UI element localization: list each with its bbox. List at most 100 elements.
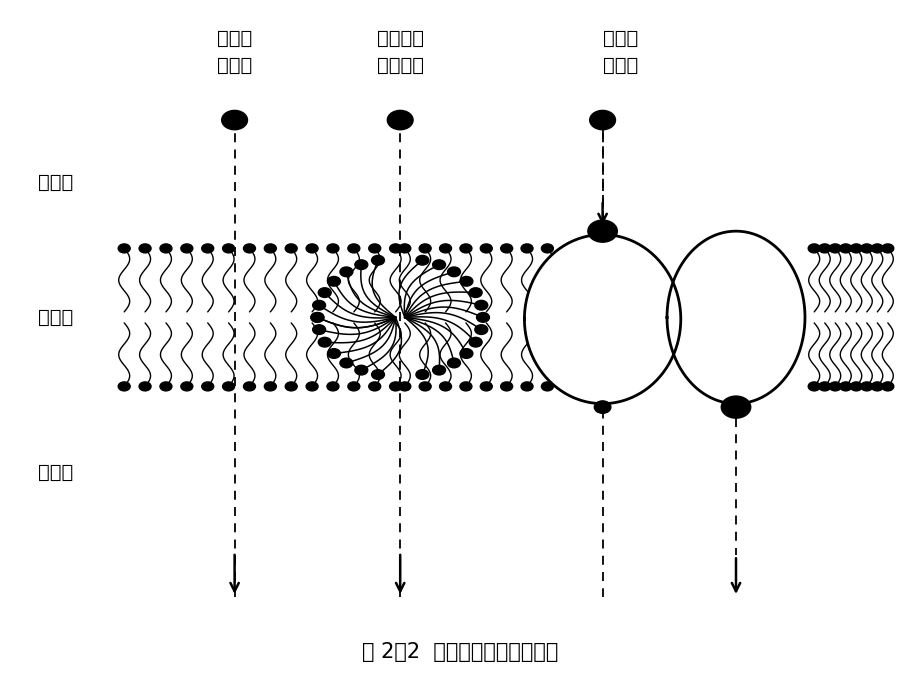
Circle shape xyxy=(222,382,234,391)
Circle shape xyxy=(264,382,276,391)
Circle shape xyxy=(118,382,130,391)
Circle shape xyxy=(439,244,451,253)
Circle shape xyxy=(285,244,297,253)
Circle shape xyxy=(587,220,617,242)
Text: 通过载: 通过载 xyxy=(603,28,638,48)
Circle shape xyxy=(589,110,615,130)
Circle shape xyxy=(201,382,213,391)
Polygon shape xyxy=(666,231,804,404)
Circle shape xyxy=(870,382,882,391)
Circle shape xyxy=(327,277,340,286)
Text: 细胞内: 细胞内 xyxy=(38,463,73,482)
Circle shape xyxy=(306,244,318,253)
Circle shape xyxy=(340,358,353,368)
Circle shape xyxy=(419,244,431,253)
Text: 信道扩散: 信道扩散 xyxy=(376,56,424,75)
Text: 图 2－2  药物通过细胞膜的方式: 图 2－2 药物通过细胞膜的方式 xyxy=(361,642,558,662)
Circle shape xyxy=(807,382,820,391)
Circle shape xyxy=(447,267,460,277)
Circle shape xyxy=(312,325,325,335)
Circle shape xyxy=(387,110,413,130)
Circle shape xyxy=(326,244,338,253)
Circle shape xyxy=(720,396,750,418)
Circle shape xyxy=(460,277,472,286)
Circle shape xyxy=(318,337,331,347)
Circle shape xyxy=(139,244,151,253)
Circle shape xyxy=(222,244,234,253)
Circle shape xyxy=(447,358,460,368)
Text: 细胞外: 细胞外 xyxy=(38,173,73,193)
Circle shape xyxy=(828,244,840,253)
Circle shape xyxy=(540,244,553,253)
Circle shape xyxy=(318,288,331,297)
Circle shape xyxy=(390,382,402,391)
Circle shape xyxy=(369,244,380,253)
Circle shape xyxy=(849,244,861,253)
Circle shape xyxy=(347,244,359,253)
Circle shape xyxy=(469,288,482,297)
Circle shape xyxy=(474,325,487,335)
Circle shape xyxy=(839,244,851,253)
Circle shape xyxy=(807,244,820,253)
Text: 通过水性: 通过水性 xyxy=(376,28,424,48)
Circle shape xyxy=(369,382,380,391)
Text: 通过脂: 通过脂 xyxy=(217,28,252,48)
Circle shape xyxy=(860,382,872,391)
Circle shape xyxy=(460,382,471,391)
Circle shape xyxy=(326,382,338,391)
Circle shape xyxy=(415,370,428,380)
Circle shape xyxy=(860,244,872,253)
Circle shape xyxy=(460,244,471,253)
Circle shape xyxy=(327,348,340,358)
Circle shape xyxy=(480,244,492,253)
Circle shape xyxy=(355,365,368,375)
Circle shape xyxy=(818,244,830,253)
Circle shape xyxy=(880,382,893,391)
Circle shape xyxy=(371,255,384,265)
Circle shape xyxy=(160,244,172,253)
Circle shape xyxy=(460,348,472,358)
Circle shape xyxy=(221,110,247,130)
Circle shape xyxy=(347,382,359,391)
Circle shape xyxy=(139,382,151,391)
Circle shape xyxy=(500,382,512,391)
Circle shape xyxy=(285,382,297,391)
Circle shape xyxy=(312,300,325,310)
Circle shape xyxy=(201,244,213,253)
Circle shape xyxy=(432,365,445,375)
Circle shape xyxy=(828,382,840,391)
Text: 体转运: 体转运 xyxy=(603,56,638,75)
Polygon shape xyxy=(524,235,680,404)
Circle shape xyxy=(340,267,353,277)
Circle shape xyxy=(244,244,255,253)
Circle shape xyxy=(500,244,512,253)
Circle shape xyxy=(540,382,553,391)
Circle shape xyxy=(439,382,451,391)
Circle shape xyxy=(594,401,610,413)
Text: 质扩散: 质扩散 xyxy=(217,56,252,75)
Circle shape xyxy=(371,370,384,380)
Circle shape xyxy=(870,244,882,253)
Circle shape xyxy=(480,382,492,391)
Circle shape xyxy=(520,382,532,391)
Circle shape xyxy=(244,382,255,391)
Circle shape xyxy=(311,313,323,322)
Circle shape xyxy=(118,244,130,253)
Circle shape xyxy=(419,382,431,391)
Circle shape xyxy=(355,260,368,270)
Circle shape xyxy=(469,337,482,347)
Circle shape xyxy=(399,382,411,391)
Circle shape xyxy=(306,382,318,391)
Circle shape xyxy=(264,244,276,253)
Circle shape xyxy=(390,244,402,253)
Text: 细胞膜: 细胞膜 xyxy=(38,308,73,327)
Circle shape xyxy=(880,244,893,253)
Circle shape xyxy=(399,244,411,253)
Circle shape xyxy=(311,313,323,322)
Circle shape xyxy=(476,313,489,322)
Circle shape xyxy=(181,382,193,391)
Circle shape xyxy=(818,382,830,391)
Circle shape xyxy=(415,255,428,265)
Circle shape xyxy=(474,300,487,310)
Circle shape xyxy=(181,244,193,253)
